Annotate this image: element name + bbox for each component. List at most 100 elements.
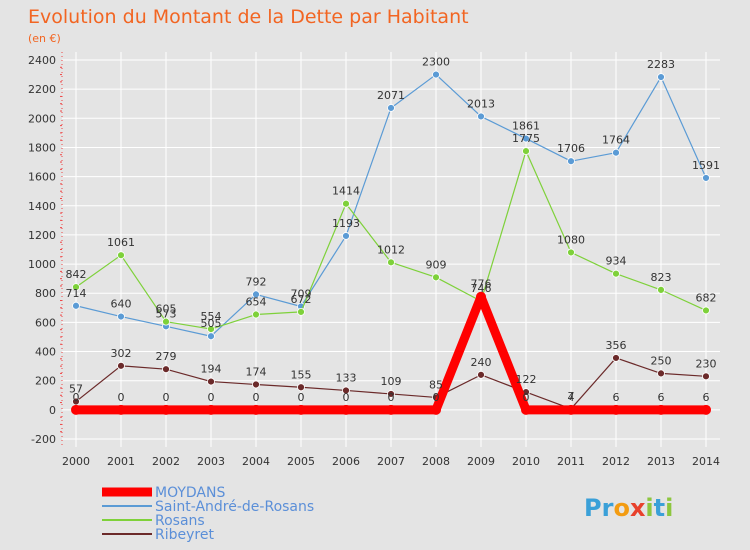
- x-tick-label: 2000: [62, 455, 90, 468]
- data-point: [297, 383, 305, 392]
- data-label: 0: [433, 391, 440, 404]
- data-point: [252, 290, 260, 299]
- data-label: 654: [246, 296, 267, 309]
- data-point: [117, 251, 125, 260]
- data-label: 776: [471, 278, 492, 291]
- data-label: 1012: [377, 243, 405, 256]
- data-label: 4: [568, 391, 575, 404]
- x-tick-label: 2013: [647, 455, 675, 468]
- data-point: [702, 306, 710, 315]
- data-point: [206, 404, 216, 415]
- data-label: 0: [388, 391, 395, 404]
- data-point: [701, 404, 711, 415]
- data-label: 0: [208, 391, 215, 404]
- data-label: 672: [291, 293, 312, 306]
- x-tick-label: 2008: [422, 455, 450, 468]
- data-point: [162, 317, 170, 326]
- data-point: [702, 372, 710, 381]
- data-label: 0: [298, 391, 305, 404]
- axes: -200020040060080010001200140016001800200…: [28, 52, 720, 468]
- data-point: [252, 380, 260, 389]
- data-label: 573: [156, 307, 177, 320]
- x-tick-label: 2009: [467, 455, 495, 468]
- data-label: 505: [201, 317, 222, 330]
- data-point: [251, 404, 261, 415]
- data-point: [297, 307, 305, 316]
- data-label: 934: [606, 255, 627, 268]
- legend-label: MOYDANS: [155, 485, 225, 501]
- data-label: 709: [291, 287, 312, 300]
- data-point: [522, 147, 530, 156]
- data-label: 85: [429, 378, 443, 391]
- plot-area: [58, 50, 720, 454]
- x-tick-label: 2011: [557, 455, 585, 468]
- data-label: 1414: [332, 185, 360, 198]
- data-label: 155: [291, 368, 312, 381]
- y-tick-label: 600: [35, 316, 56, 329]
- data-point: [207, 325, 215, 333]
- data-label: 842: [66, 268, 87, 281]
- data-point: [612, 269, 620, 278]
- data-label: 356: [606, 339, 627, 352]
- data-label: 174: [246, 365, 267, 378]
- legend-label: Ribeyret: [155, 527, 214, 543]
- data-point: [117, 361, 125, 370]
- data-point: [207, 332, 215, 341]
- data-label: 746: [471, 282, 492, 295]
- data-label: 792: [246, 275, 267, 288]
- grid: [62, 52, 720, 447]
- data-point: [161, 404, 171, 415]
- data-point: [431, 404, 441, 415]
- x-tick-label: 2012: [602, 455, 630, 468]
- data-point: [566, 404, 576, 415]
- data-point: [656, 404, 666, 415]
- data-point: [611, 404, 621, 415]
- data-labels: 0 0 0 0 0 0 0 0 0 776 0 4 6 6 6 714 640 573 505 792 709 1193 2…: [66, 56, 721, 404]
- y-tick-label: 2200: [28, 83, 56, 96]
- brand-logo: Proxiti: [584, 494, 673, 522]
- x-tick-label: 2005: [287, 455, 315, 468]
- data-label: 250: [651, 354, 672, 367]
- data-label: 823: [651, 271, 672, 284]
- data-label: 2300: [422, 56, 450, 69]
- y-tick-label: 1000: [28, 258, 56, 271]
- data-point: [522, 134, 530, 143]
- data-label: 302: [111, 347, 132, 360]
- data-label: 714: [66, 287, 87, 300]
- data-label: 240: [471, 356, 492, 369]
- x-tick-label: 2007: [377, 455, 405, 468]
- data-label: 1706: [557, 142, 585, 155]
- data-label: 0: [523, 391, 530, 404]
- data-label: 6: [703, 391, 710, 404]
- data-point: [71, 404, 81, 415]
- data-point: [342, 386, 350, 395]
- data-label: 2071: [377, 89, 405, 102]
- data-label: 682: [696, 291, 717, 304]
- data-point: [612, 354, 620, 362]
- legend-label: Rosans: [155, 513, 205, 529]
- x-tick-label: 2004: [242, 455, 270, 468]
- data-label: 7: [568, 390, 575, 403]
- data-label: 554: [201, 310, 222, 323]
- data-label: 1861: [512, 120, 540, 133]
- data-label: 1764: [602, 134, 630, 147]
- y-tick-label: 400: [35, 346, 56, 359]
- data-point: [207, 377, 215, 386]
- data-point: [657, 73, 665, 81]
- data-label: 1080: [557, 233, 585, 246]
- data-point: [612, 148, 620, 157]
- data-point: [341, 404, 351, 415]
- data-point: [521, 404, 531, 415]
- x-tick-label: 2010: [512, 455, 540, 468]
- data-label: 2013: [467, 97, 495, 110]
- y-tick-label: 200: [35, 375, 56, 388]
- x-tick-label: 2006: [332, 455, 360, 468]
- data-label: 0: [253, 391, 260, 404]
- data-point: [567, 248, 575, 257]
- data-point: [252, 310, 260, 319]
- legend: MOYDANSSaint-André-de-RosansRosansRibeyr…: [102, 485, 314, 543]
- data-point: [296, 404, 306, 415]
- data-label: 279: [156, 350, 177, 363]
- data-point: [387, 390, 395, 398]
- data-point: [162, 365, 170, 374]
